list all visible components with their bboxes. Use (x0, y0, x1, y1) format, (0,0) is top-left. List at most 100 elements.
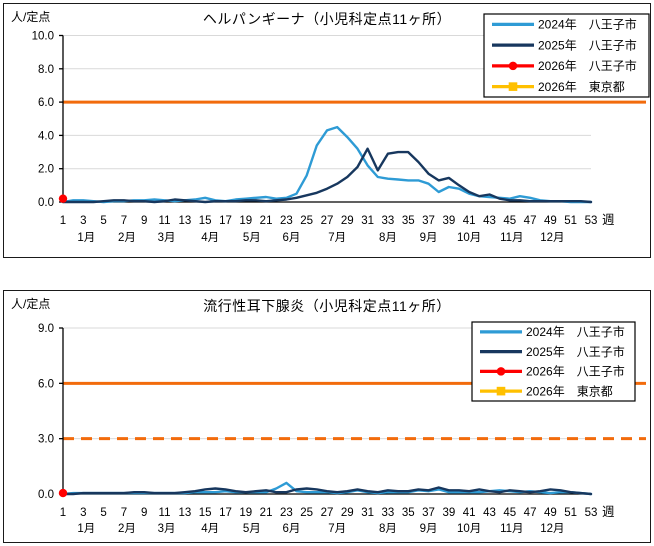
chart-title-herpangina: ヘルパンギーナ（小児科定点11ヶ所） (202, 11, 452, 27)
month-label-12: 12月 (540, 523, 564, 535)
x-tick-label-week-35: 35 (402, 215, 415, 227)
series-line-1 (61, 486, 593, 496)
month-label-10: 10月 (457, 232, 481, 244)
month-label-7: 7月 (328, 232, 346, 244)
x-tick-label-week-3: 3 (80, 507, 86, 519)
x-tick-label-week-51: 51 (564, 215, 577, 227)
month-label-3: 3月 (158, 232, 176, 244)
x-tick-label-week-31: 31 (361, 215, 374, 227)
x-tick-label-week-33: 33 (382, 215, 395, 227)
legend-circle-marker-icon (496, 367, 506, 376)
legend-label-2: 2026年 八王子市 (538, 58, 637, 73)
x-tick-label-week-11: 11 (159, 215, 171, 227)
x-tick-label-week-31: 31 (361, 507, 374, 519)
x-axis-unit-label: 週 (602, 505, 615, 519)
y-tick-label-2.0: 2.0 (38, 164, 54, 176)
series-point-2-week-1 (58, 488, 68, 498)
series-line-1 (61, 147, 593, 204)
month-label-6: 6月 (283, 523, 301, 535)
x-tick-label-week-7: 7 (121, 215, 127, 227)
x-tick-label-week-41: 41 (463, 215, 476, 227)
legend-label-1: 2025年 八王子市 (538, 37, 637, 52)
x-tick-label-week-29: 29 (341, 507, 354, 519)
y-tick-label-9.0: 9.0 (38, 323, 54, 335)
x-tick-label-week-11: 11 (159, 507, 171, 519)
x-tick-label-week-39: 39 (442, 507, 455, 519)
legend-label-0: 2024年 八王子市 (526, 324, 625, 339)
x-tick-label-week-19: 19 (239, 215, 252, 227)
y-tick-label-3.0: 3.0 (38, 434, 54, 446)
chart-mumps-panel: 人/定点 流行性耳下腺炎（小児科定点11ヶ所） 0.0 3.0 6.0 9.0 1 3 5 7… (3, 290, 651, 543)
x-tick-label-week-1: 1 (60, 215, 66, 227)
month-label-8: 8月 (379, 523, 397, 535)
y-tick-label-6.0: 6.0 (38, 378, 54, 390)
month-label-3: 3月 (158, 523, 176, 535)
x-tick-label-week-17: 17 (219, 215, 232, 227)
x-tick-label-week-7: 7 (121, 507, 127, 519)
x-tick-label-week-27: 27 (321, 507, 334, 519)
x-tick-label-week-13: 13 (178, 215, 191, 227)
x-tick-label-week-23: 23 (280, 215, 293, 227)
x-tick-label-week-1: 1 (60, 507, 66, 519)
x-tick-label-week-25: 25 (300, 507, 313, 519)
y-tick-label-4.0: 4.0 (38, 130, 54, 142)
x-axis-unit-label: 週 (602, 213, 615, 227)
x-tick-label-week-13: 13 (178, 507, 191, 519)
x-tick-label-week-53: 53 (585, 215, 598, 227)
month-label-8: 8月 (379, 232, 397, 244)
y-tick-label-10.0: 10.0 (32, 31, 54, 43)
x-tick-label-week-45: 45 (503, 215, 516, 227)
x-tick-label-week-51: 51 (564, 507, 577, 519)
chart-title-mumps: 流行性耳下腺炎（小児科定点11ヶ所） (203, 298, 451, 314)
x-tick-label-week-9: 9 (141, 507, 147, 519)
month-label-5: 5月 (243, 232, 261, 244)
x-tick-label-week-41: 41 (463, 507, 476, 519)
month-label-12: 12月 (540, 232, 564, 244)
month-label-6: 6月 (283, 232, 301, 244)
x-tick-label-week-35: 35 (402, 507, 415, 519)
herpangina-plot-area: 0.02.04.06.08.010.01 3 5 7 9 11 13 15 17 19 21 23 25… (32, 13, 650, 244)
x-tick-label-week-19: 19 (239, 507, 252, 519)
legend-label-1: 2025年 八王子市 (526, 344, 625, 359)
month-label-5: 5月 (243, 523, 261, 535)
x-tick-label-week-3: 3 (80, 215, 86, 227)
y-tick-label-0.0: 0.0 (38, 197, 54, 209)
month-label-7: 7月 (328, 523, 346, 535)
month-label-9: 9月 (420, 232, 438, 244)
legend-square-marker-icon (496, 386, 506, 396)
month-label-9: 9月 (420, 523, 438, 535)
y-tick-label-6.0: 6.0 (38, 97, 54, 109)
x-tick-label-week-53: 53 (585, 507, 598, 519)
legend-label-2: 2026年 八王子市 (526, 364, 625, 379)
month-label-2: 2月 (118, 523, 136, 535)
y-axis-unit-label: 人/定点 (11, 10, 51, 24)
x-tick-label-week-5: 5 (100, 507, 106, 519)
x-tick-label-week-25: 25 (300, 215, 313, 227)
legend-square-marker-icon (508, 82, 518, 91)
series-point-2-week-1 (58, 194, 68, 203)
month-label-11: 11月 (500, 523, 523, 535)
y-tick-label-8.0: 8.0 (38, 64, 54, 76)
y-axis-unit-label: 人/定点 (11, 297, 51, 311)
legend-label-0: 2024年 八王子市 (538, 17, 637, 32)
month-label-10: 10月 (457, 523, 481, 535)
x-tick-label-week-27: 27 (321, 215, 334, 227)
x-tick-label-week-33: 33 (382, 507, 395, 519)
x-tick-label-week-47: 47 (524, 215, 537, 227)
legend-label-3: 2026年 東京都 (538, 80, 625, 94)
x-tick-label-week-49: 49 (544, 507, 557, 519)
month-label-1: 1月 (77, 523, 95, 535)
month-label-4: 4月 (201, 523, 219, 535)
chart-herpangina-panel: 人/定点 ヘルパンギーナ（小児科定点11ヶ所） 0.0 2.0 4.0 6.0 8.0 1… (3, 3, 651, 258)
series-line-0 (61, 125, 593, 204)
x-tick-label-week-45: 45 (503, 507, 516, 519)
x-tick-label-week-39: 39 (442, 215, 455, 227)
x-tick-label-week-23: 23 (280, 507, 293, 519)
month-label-1: 1月 (77, 232, 95, 244)
x-tick-label-week-21: 21 (260, 215, 273, 227)
x-tick-label-week-43: 43 (483, 215, 496, 227)
month-label-4: 4月 (201, 232, 219, 244)
month-label-2: 2月 (118, 232, 136, 244)
x-tick-label-week-29: 29 (341, 215, 354, 227)
x-tick-label-week-17: 17 (219, 507, 232, 519)
